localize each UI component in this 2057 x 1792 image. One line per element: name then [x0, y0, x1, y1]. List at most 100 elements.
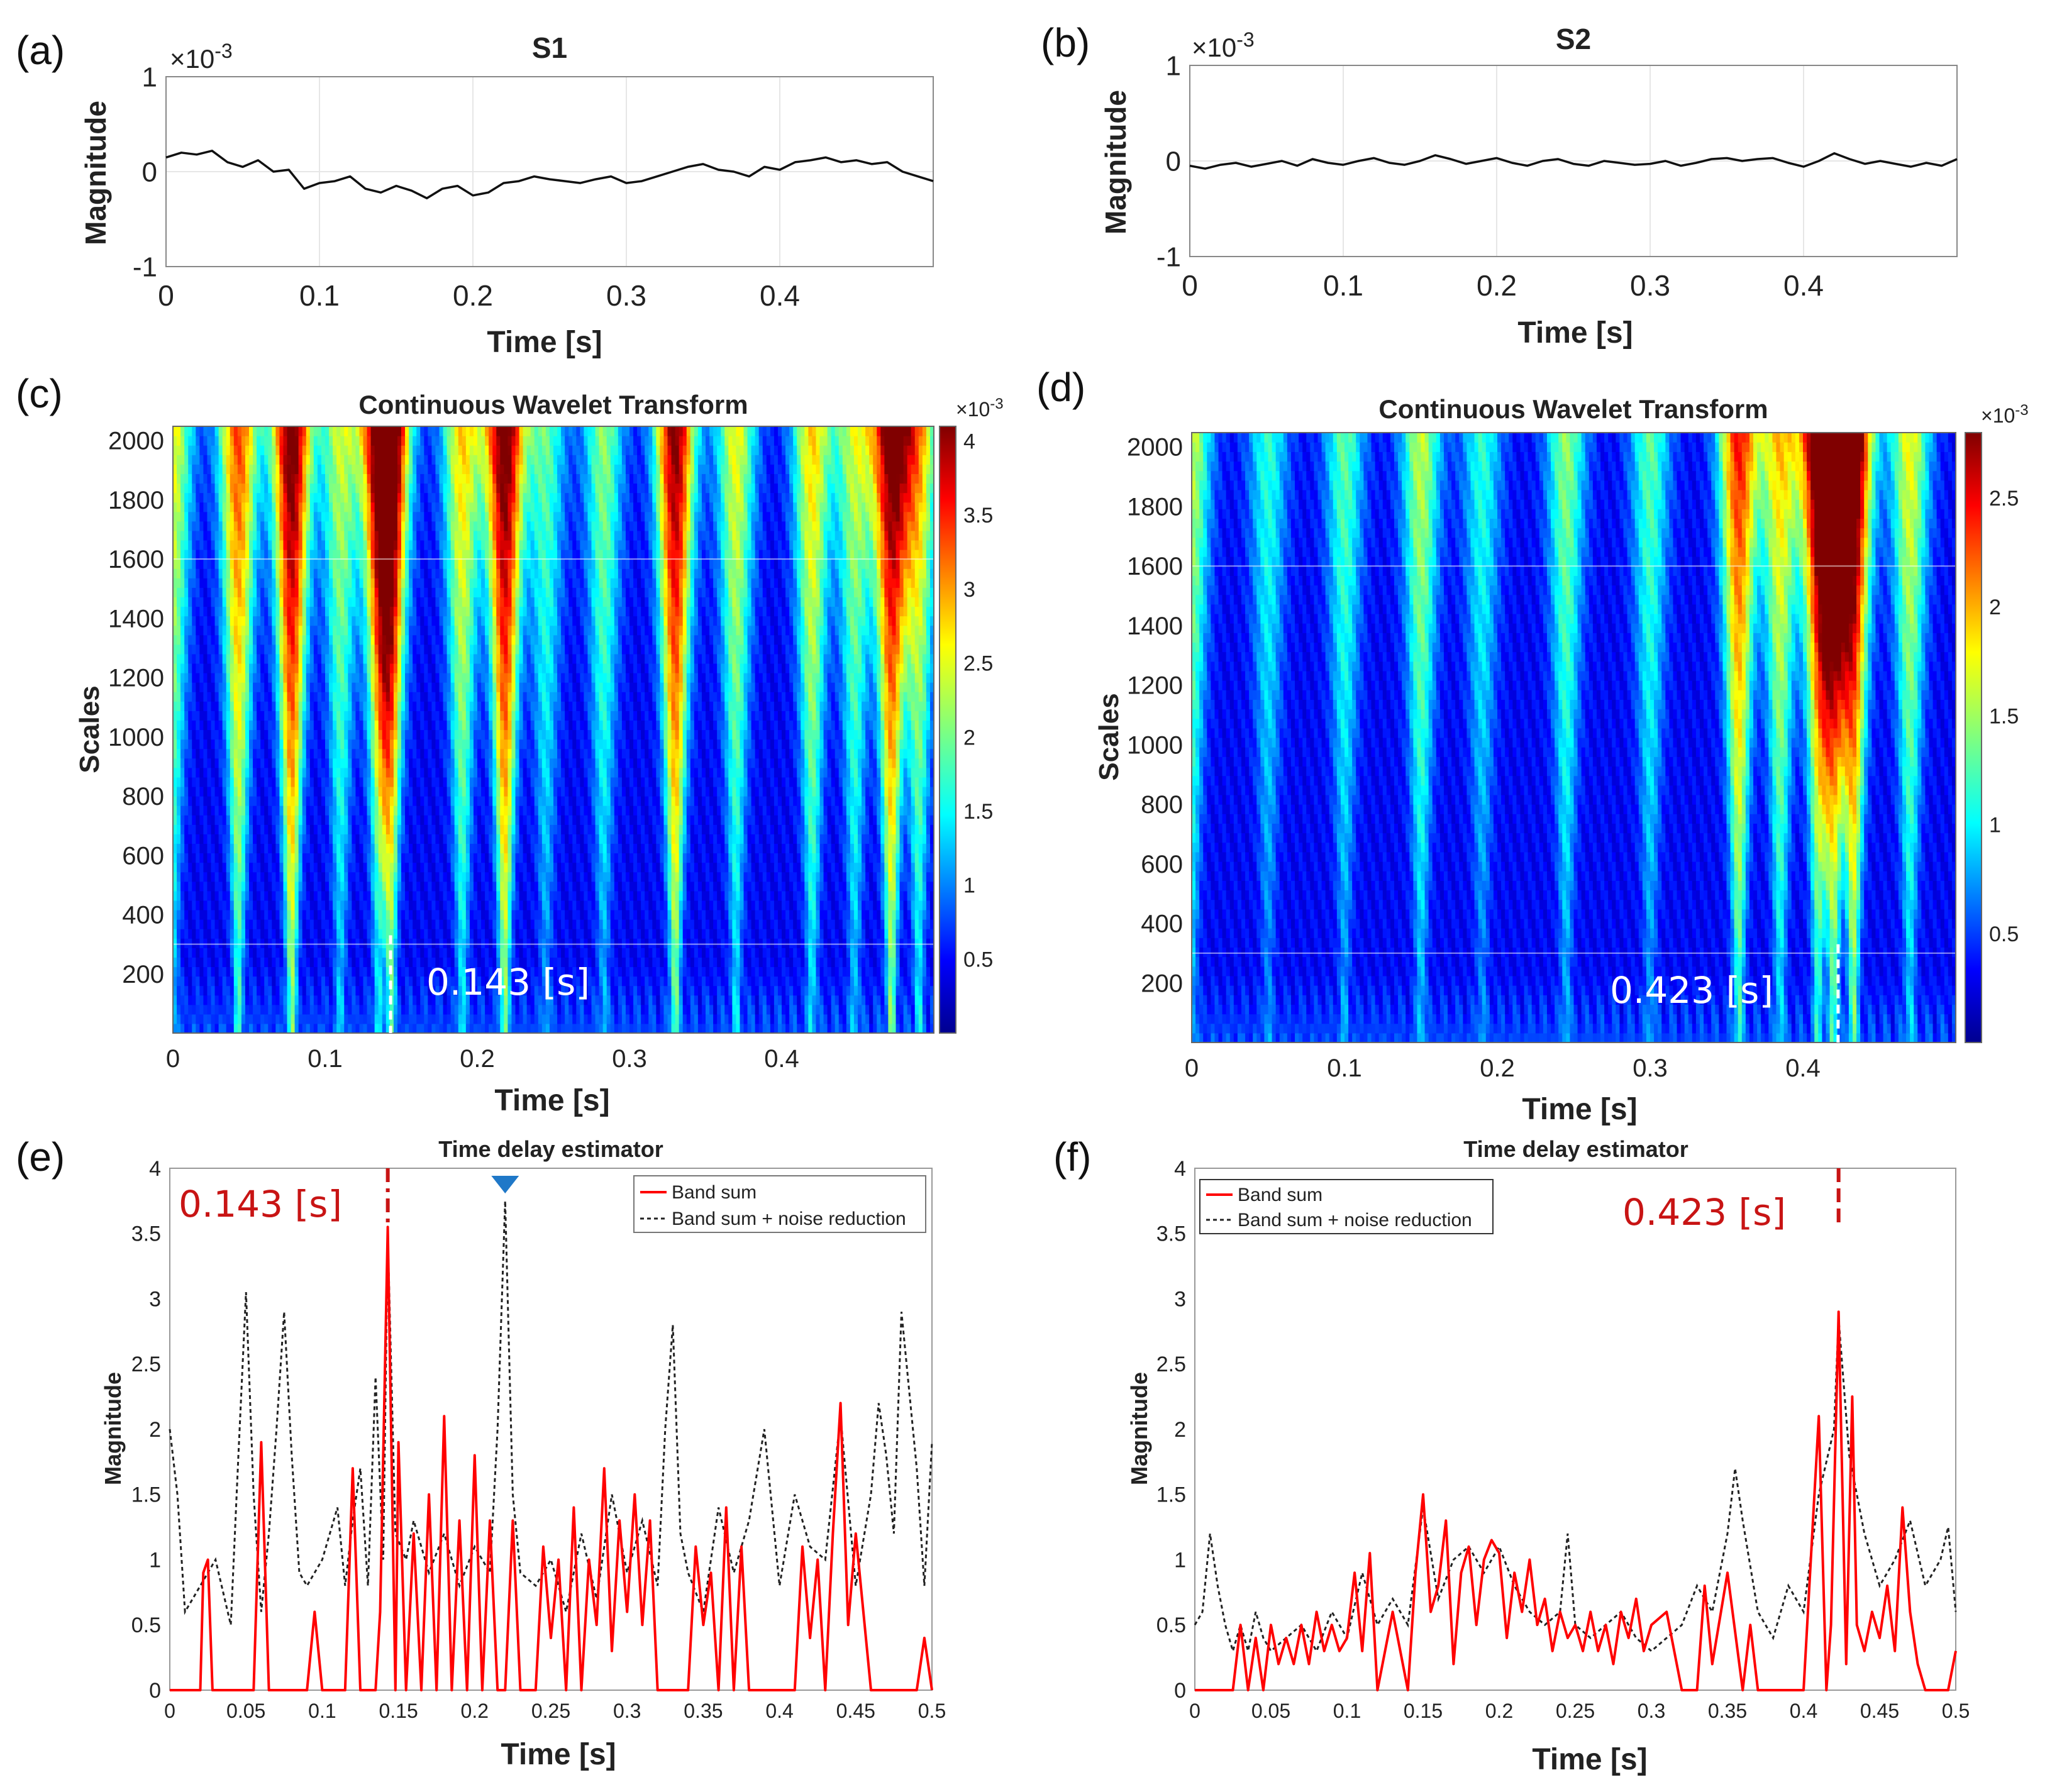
c-heat-cell [287, 966, 292, 977]
c-heat-cell [747, 862, 752, 873]
c-heat-cell [690, 938, 695, 948]
c-heat-cell [629, 1023, 634, 1034]
c-heat-cell [344, 1023, 348, 1034]
c-heat-cell [561, 890, 565, 901]
c-heat-cell [192, 938, 196, 948]
c-heat-cell [793, 938, 797, 948]
c-heat-cell [363, 957, 368, 968]
c-heat-cell [568, 985, 573, 996]
c-heat-cell [352, 909, 356, 920]
c-heat-cell [348, 948, 352, 958]
c-heat-cell [633, 815, 638, 825]
c-heat-cell [580, 919, 584, 929]
c-heat-cell [530, 853, 535, 863]
c-heat-cell [526, 929, 531, 939]
c-heat-cell [656, 843, 660, 854]
c-heat-cell [214, 966, 219, 977]
c-heat-cell [686, 966, 691, 977]
c-heat-cell [416, 1014, 421, 1024]
c-heat-cell [721, 1023, 725, 1034]
c-heat-cell [344, 815, 348, 825]
c-heat-cell [838, 957, 843, 968]
c-heat-cell [701, 976, 706, 987]
c-heat-cell [568, 929, 573, 939]
c-heat-cell [264, 938, 269, 948]
c-heat-cell [211, 834, 216, 844]
c-heat-cell [899, 1023, 904, 1034]
c-heat-cell [584, 1023, 589, 1034]
c-heat-cell [721, 815, 725, 825]
c-heat-cell [770, 909, 775, 920]
c-heat-cell [249, 862, 253, 873]
c-heat-cell [511, 881, 516, 892]
c-heat-cell [834, 900, 840, 910]
c-heat-cell [652, 976, 657, 987]
c-heat-cell [645, 976, 649, 987]
c-heat-cell [180, 957, 185, 968]
panel-a-xlabel: Time [s] [487, 326, 602, 359]
c-heat-cell [709, 900, 714, 910]
c-heat-cell [618, 834, 623, 844]
c-heat-cell [226, 948, 231, 958]
c-heat-cell [914, 1014, 919, 1024]
c-heat-cell [344, 1004, 348, 1015]
c-heat-cell [808, 909, 812, 920]
c-heat-cell [816, 976, 821, 987]
c-heat-cell [789, 957, 794, 968]
c-heat-cell [595, 938, 600, 948]
c-heat-cell [587, 815, 592, 825]
c-heat-cell [907, 976, 912, 987]
c-heat-cell [268, 890, 272, 901]
c-heat-cell [333, 976, 337, 987]
c-heat-cell [272, 843, 276, 854]
c-heat-cell [416, 853, 421, 863]
c-heat-cell [355, 1023, 360, 1034]
c-heat-cell [568, 890, 573, 901]
c-heat-cell [199, 805, 204, 816]
c-heat-cell [462, 938, 467, 948]
c-heat-cell [797, 976, 801, 987]
b-xticks-label-3: 0.3 [1630, 269, 1670, 302]
c-heat-cell [260, 976, 265, 987]
c-heat-cell [587, 909, 592, 920]
c-heat-cell [352, 843, 356, 854]
c-heat-cell [724, 1004, 729, 1015]
c-heat-cell [587, 985, 592, 996]
c-heat-cell [850, 824, 855, 834]
c-heat-cell [587, 938, 592, 948]
c-heat-cell [306, 824, 311, 834]
c-heat-cell [697, 938, 702, 948]
c-heat-cell [911, 966, 916, 977]
c-heat-cell [914, 805, 919, 816]
c-heat-cell [782, 843, 786, 854]
c-heat-cell [599, 853, 604, 863]
c-heat-cell [706, 890, 710, 901]
c-heat-cell [747, 815, 752, 825]
c-heat-cell [485, 871, 489, 882]
c-heat-cell [553, 929, 558, 939]
c-heat-cell [439, 938, 444, 948]
c-heat-cell [880, 834, 885, 844]
c-heat-cell [469, 1014, 474, 1024]
c-heat-cell [743, 834, 748, 844]
c-heat-cell [812, 966, 817, 977]
c-heat-cell [348, 805, 352, 816]
c-heat-cell [922, 871, 927, 882]
c-heat-cell [614, 948, 619, 958]
c-heat-cell [663, 834, 668, 844]
c-heat-cell [766, 871, 771, 882]
c-heat-cell [773, 871, 779, 882]
c-heat-cell [572, 995, 577, 1005]
c-heat-cell [420, 871, 424, 882]
c-heat-cell [929, 1004, 934, 1015]
c-heat-cell [401, 862, 406, 873]
c-heat-cell [606, 890, 611, 901]
c-heat-cell [199, 957, 204, 968]
c-heat-cell [485, 938, 489, 948]
c-heat-cell [405, 890, 409, 901]
c-heat-cell [572, 843, 577, 854]
c-heat-cell [773, 815, 779, 825]
c-heat-cell [473, 966, 478, 977]
c-heat-cell [325, 824, 330, 834]
c-heat-cell [545, 1014, 550, 1024]
